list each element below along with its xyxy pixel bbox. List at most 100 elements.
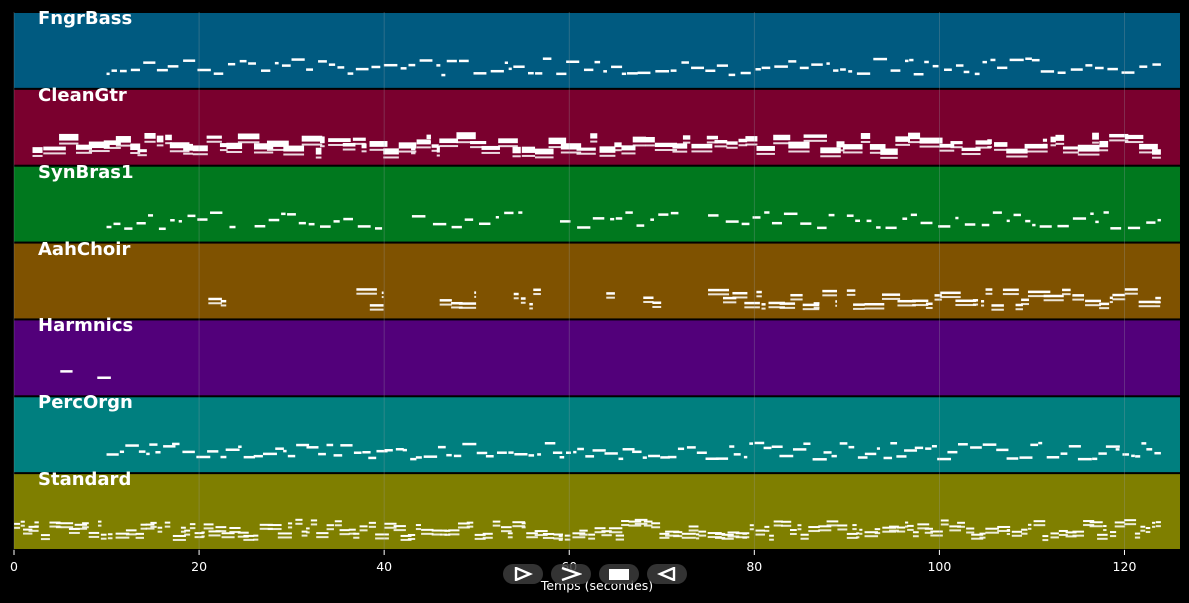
- forward-button[interactable]: [551, 564, 591, 584]
- note: [451, 225, 462, 229]
- note: [651, 522, 661, 525]
- note: [259, 527, 273, 530]
- note: [771, 221, 782, 225]
- note: [937, 457, 952, 461]
- note: [165, 134, 172, 141]
- note: [917, 523, 930, 526]
- note: [924, 60, 929, 64]
- note: [393, 529, 406, 532]
- back-button[interactable]: [647, 564, 687, 584]
- note: [1095, 220, 1099, 224]
- note: [504, 61, 508, 65]
- note: [940, 291, 961, 295]
- note: [253, 538, 259, 541]
- note: [897, 299, 916, 303]
- note: [840, 68, 846, 71]
- stop-button[interactable]: [599, 564, 639, 584]
- note: [407, 533, 416, 536]
- note: [855, 219, 860, 223]
- x-tick-label: 80: [746, 559, 763, 574]
- note: [59, 142, 79, 145]
- note: [714, 536, 726, 539]
- note: [625, 211, 633, 214]
- note: [439, 145, 459, 148]
- note: [415, 528, 421, 531]
- note: [533, 293, 541, 296]
- note: [1077, 457, 1092, 461]
- note: [912, 299, 929, 303]
- note: [261, 69, 271, 72]
- note: [583, 68, 594, 72]
- note: [357, 225, 371, 228]
- note: [608, 531, 623, 534]
- note: [1107, 67, 1118, 71]
- note: [97, 524, 102, 527]
- note: [384, 526, 397, 529]
- note: [961, 147, 981, 152]
- note: [287, 526, 293, 529]
- note: [773, 142, 791, 145]
- note: [864, 531, 879, 534]
- note: [334, 520, 342, 523]
- note: [431, 149, 439, 152]
- note: [904, 59, 909, 63]
- note: [528, 454, 535, 457]
- note: [97, 520, 102, 523]
- note: [437, 445, 446, 449]
- note: [761, 66, 771, 70]
- note: [895, 136, 911, 142]
- play-button[interactable]: [503, 564, 543, 584]
- note: [790, 298, 803, 301]
- note: [705, 457, 719, 460]
- note: [654, 149, 678, 152]
- note: [28, 525, 39, 528]
- note: [130, 143, 141, 151]
- note: [521, 526, 526, 529]
- note: [957, 521, 965, 524]
- note: [1072, 530, 1085, 533]
- note: [59, 133, 79, 141]
- note: [1105, 445, 1120, 448]
- note: [458, 306, 477, 309]
- note: [818, 525, 832, 528]
- note: [818, 529, 832, 532]
- note: [987, 145, 992, 148]
- note: [267, 524, 282, 527]
- note: [1050, 532, 1059, 535]
- note: [755, 68, 761, 71]
- note: [681, 536, 696, 539]
- note: [103, 146, 121, 149]
- note: [400, 538, 412, 541]
- track-band-synbras1: [14, 166, 1180, 242]
- note: [628, 524, 642, 527]
- note: [32, 147, 43, 153]
- note: [975, 146, 992, 149]
- note: [395, 448, 404, 451]
- note: [648, 454, 660, 458]
- note: [904, 449, 918, 452]
- note: [187, 214, 196, 218]
- note: [564, 534, 571, 537]
- note: [431, 529, 442, 532]
- note: [49, 521, 61, 524]
- note: [219, 143, 228, 148]
- note: [1040, 70, 1055, 73]
- note: [1062, 288, 1071, 292]
- note: [416, 146, 431, 149]
- note: [632, 136, 647, 143]
- note: [534, 156, 554, 159]
- note: [526, 536, 538, 539]
- note: [356, 292, 377, 295]
- note: [1157, 218, 1161, 222]
- note: [890, 69, 901, 72]
- note: [165, 142, 172, 145]
- note: [182, 450, 195, 454]
- note: [714, 145, 728, 148]
- note: [909, 58, 914, 62]
- note: [842, 144, 863, 150]
- note: [614, 142, 622, 148]
- note: [895, 143, 911, 146]
- note: [621, 524, 630, 527]
- note: [163, 445, 176, 448]
- note: [955, 64, 964, 67]
